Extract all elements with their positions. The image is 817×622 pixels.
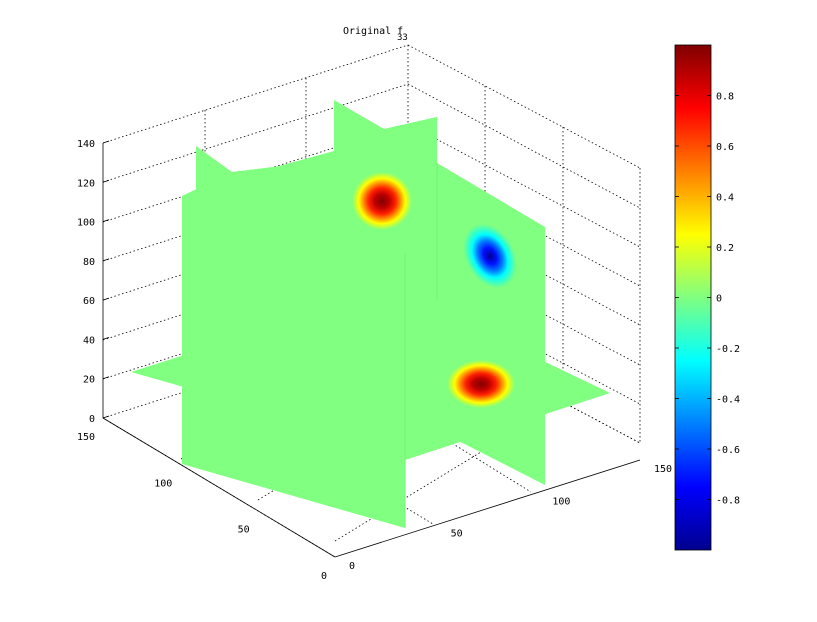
x-ticks: 0 50 100 150	[349, 464, 672, 572]
blobs	[352, 172, 517, 408]
positive-peak-bottom	[447, 360, 515, 408]
y-tick-label: 100	[154, 478, 172, 489]
y-tick-label: 0	[321, 571, 327, 582]
colorbar-gradient	[674, 44, 712, 551]
z-tick-mark	[102, 140, 110, 144]
slice-front	[182, 166, 405, 528]
slice-top	[279, 117, 437, 166]
positive-peak-top	[352, 172, 412, 230]
x-tick-label: 0	[349, 561, 355, 572]
colorbar-tick-label: 0.2	[716, 243, 734, 254]
z-tick-label: 0	[89, 414, 95, 425]
slices	[131, 100, 610, 528]
z-tick-mark	[102, 219, 110, 222]
chart-title-subscript: 33	[397, 33, 408, 43]
colorbar-tick-label: -0.4	[716, 395, 740, 406]
axis-lines	[102, 143, 641, 558]
x-tick-label: 50	[451, 529, 463, 540]
z-tick-label: 60	[83, 296, 95, 307]
colorbar-tick-label: 0.8	[716, 92, 734, 103]
colorbar-tick-label: -0.2	[716, 344, 740, 355]
x-tick-label: 150	[654, 464, 672, 475]
z-tick-label: 80	[83, 257, 95, 268]
chart-title: Original f	[343, 26, 403, 37]
z-tick-mark	[102, 415, 110, 419]
colorbar-tick-label: 0.6	[716, 142, 734, 153]
colorbar-tick-label: -0.6	[716, 445, 740, 456]
z-tick-label: 120	[77, 178, 95, 189]
z-tick-mark	[102, 297, 110, 301]
z-tick-mark	[102, 179, 110, 183]
z-tick-label: 100	[77, 218, 95, 229]
z-tick-mark	[102, 258, 110, 262]
z-ticks: 0 20 40 60 80 100 120 140	[77, 139, 110, 425]
y-tick-label: 150	[77, 432, 95, 443]
z-tick-label: 140	[77, 139, 95, 150]
negative-peak	[463, 223, 517, 289]
colorbar: 0.8 0.6 0.4 0.2 0 -0.2 -0.4 -0.6 -0.8	[674, 44, 740, 551]
y-ticks: 0 50 100 150	[77, 432, 327, 582]
z-tick-label: 40	[83, 335, 95, 346]
colorbar-tick-label: -0.8	[716, 496, 740, 507]
z-tick-label: 20	[83, 375, 95, 386]
x-tick-label: 100	[552, 496, 570, 507]
colorbar-tick-label: 0	[716, 294, 722, 305]
colorbar-ticks: 0.8 0.6 0.4 0.2 0 -0.2 -0.4 -0.6 -0.8	[675, 92, 740, 507]
z-tick-mark	[102, 376, 110, 380]
y-tick-label: 50	[238, 525, 250, 536]
colorbar-tick-label: 0.4	[716, 193, 734, 204]
z-tick-mark	[102, 337, 110, 340]
